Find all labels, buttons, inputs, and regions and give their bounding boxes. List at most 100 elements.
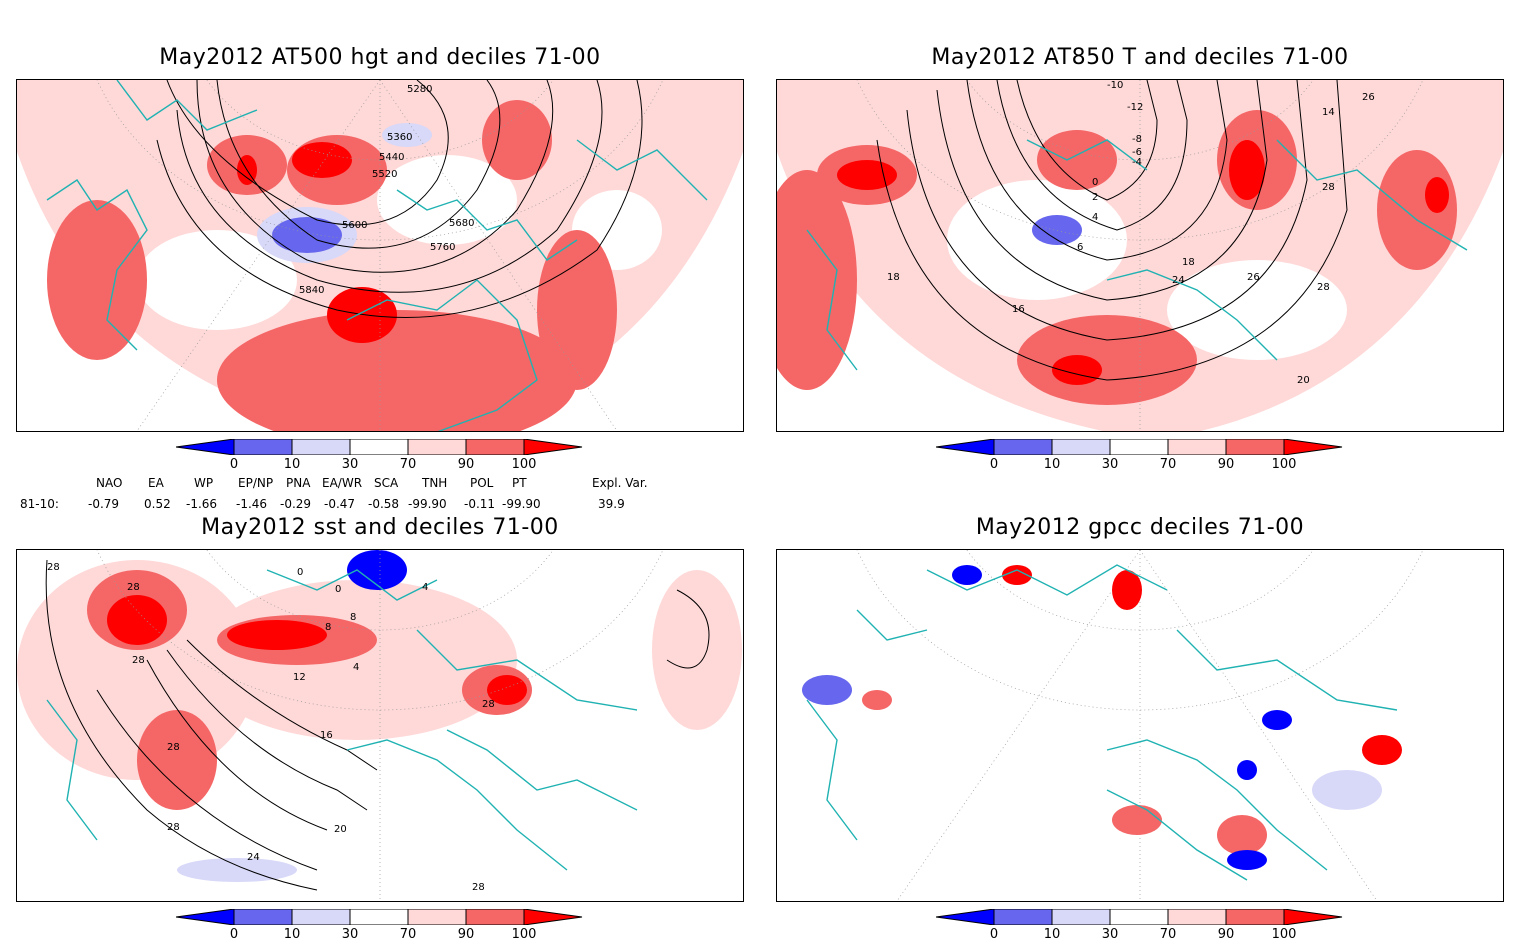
temperature-contours [876, 80, 1348, 381]
index-value: -0.11 [464, 497, 496, 511]
contour-label: 5600 [342, 220, 367, 231]
anomaly-extreme-region [1425, 177, 1449, 213]
anomaly-high-region [1037, 130, 1117, 190]
index-value: -0.79 [88, 497, 120, 511]
index-value: -99.90 [408, 497, 447, 511]
contour-label: 5680 [449, 218, 474, 229]
map-svg-3: 28 28 28 28 0 0 4 8 8 4 12 16 20 24 28 2… [17, 550, 743, 901]
contour-label: 28 [482, 699, 495, 710]
contour-label: 24 [1172, 275, 1185, 286]
colorbar-tick: 0 [989, 927, 999, 942]
colorbar-tick: 0 [989, 457, 999, 472]
colorbar-tick: 0 [229, 457, 239, 472]
colorbar-tick: 70 [1159, 927, 1177, 942]
anomaly-high-region [1112, 570, 1142, 610]
anomaly-extreme-region [292, 142, 352, 178]
contour-label: -8 [1132, 134, 1142, 145]
anomaly-low-region [1237, 760, 1257, 780]
index-header: WP [194, 476, 214, 490]
colorbar-2: 0 10 30 70 90 100 [936, 439, 1346, 479]
anomaly-med-region [197, 580, 517, 740]
index-header: NAO [96, 476, 123, 490]
colorbar-tick: 30 [341, 927, 359, 942]
contour-label: 16 [1012, 304, 1025, 315]
graticule [856, 80, 1424, 431]
map-svg-2: -10 -12 -8 -6 -4 0 2 4 6 18 24 26 16 18 … [777, 80, 1503, 431]
index-value: -1.46 [236, 497, 268, 511]
contour-label: 4 [422, 582, 428, 593]
index-value: -0.47 [324, 497, 356, 511]
colorbar-tick: 70 [399, 927, 417, 942]
index-header: EA/WR [322, 476, 363, 490]
index-header: SCA [374, 476, 399, 490]
index-header: PNA [286, 476, 311, 490]
contour-label: 5520 [372, 169, 397, 180]
anomaly-high-region [862, 690, 892, 710]
anomaly-low-region [1312, 770, 1382, 810]
index-value: -0.29 [280, 497, 312, 511]
index-row-label: 81-10: [20, 497, 59, 511]
colorbar-tick: 100 [511, 927, 537, 942]
contour-label: 0 [335, 584, 341, 595]
white-region [137, 230, 297, 330]
index-header: EA [148, 476, 164, 490]
anomaly-high-region [1217, 815, 1267, 855]
anomaly-high-region [1002, 565, 1032, 585]
contour-label: 8 [350, 612, 356, 623]
colorbar-tick: 70 [1159, 457, 1177, 472]
index-header: EP/NP [238, 476, 274, 490]
contour-label: 26 [1362, 92, 1375, 103]
contour-label: 0 [1092, 177, 1098, 188]
colorbar-tick: 10 [283, 927, 301, 942]
index-header: PT [512, 476, 527, 490]
contour-label: 5360 [387, 132, 412, 143]
contour-label: 18 [887, 272, 900, 283]
colorbar-svg [176, 909, 583, 925]
index-header: Expl. Var. [592, 476, 648, 490]
contour-label: 6 [1077, 242, 1083, 253]
colorbar-1: 0 10 30 70 90 100 [176, 439, 586, 479]
colorbar-tick: 90 [457, 927, 475, 942]
map-svg-1: 5280 5360 5440 5520 5600 5680 5760 5840 [17, 80, 743, 431]
contour-label: -4 [1132, 157, 1142, 168]
contour-label: 5840 [299, 285, 324, 296]
colorbar-svg [936, 439, 1343, 455]
anomaly-high-region [1017, 315, 1197, 405]
colorbar-tick: 90 [1217, 927, 1235, 942]
anomaly-extreme-region [327, 287, 397, 343]
anomaly-high-region [777, 170, 857, 390]
graticule [856, 550, 1424, 901]
contour-label: 4 [1092, 212, 1098, 223]
contour-label: 28 [167, 822, 180, 833]
white-region [1167, 260, 1347, 360]
colorbar-tick: 10 [283, 457, 301, 472]
anomaly-med-region [652, 570, 742, 730]
contour-label: 8 [325, 622, 331, 633]
anomaly-extreme-region [107, 595, 167, 645]
contour-label: 0 [297, 567, 303, 578]
colorbar-tick: 10 [1043, 927, 1061, 942]
anomaly-low-region [177, 858, 297, 882]
anomaly-extreme-region [837, 160, 897, 190]
index-value: 0.52 [144, 497, 171, 511]
contour-label: 2 [1092, 192, 1098, 203]
contour-label: 26 [1247, 272, 1260, 283]
map-panel-1: 5280 5360 5440 5520 5600 5680 5760 5840 [16, 79, 744, 432]
panel-title-3: May2012 sst and deciles 71-00 [201, 515, 559, 540]
anomaly-low-region [952, 565, 982, 585]
index-value: -1.66 [186, 497, 218, 511]
colorbar-svg [176, 439, 583, 455]
background-outside [777, 152, 1103, 431]
contour-label: 28 [132, 655, 145, 666]
coastline [806, 139, 1468, 371]
contour-label: 20 [334, 824, 347, 835]
anomaly-low-region [347, 550, 407, 590]
contour-label: -6 [1132, 147, 1142, 158]
colorbar-tick: 100 [1271, 457, 1297, 472]
anomaly-high-region [1112, 805, 1162, 835]
colorbar-4: 0 10 30 70 90 100 [936, 909, 1346, 949]
anomaly-low-region [802, 675, 852, 705]
colorbar-tick: 90 [457, 457, 475, 472]
contour-label: 14 [1322, 107, 1335, 118]
contour-label: -12 [1127, 102, 1143, 113]
